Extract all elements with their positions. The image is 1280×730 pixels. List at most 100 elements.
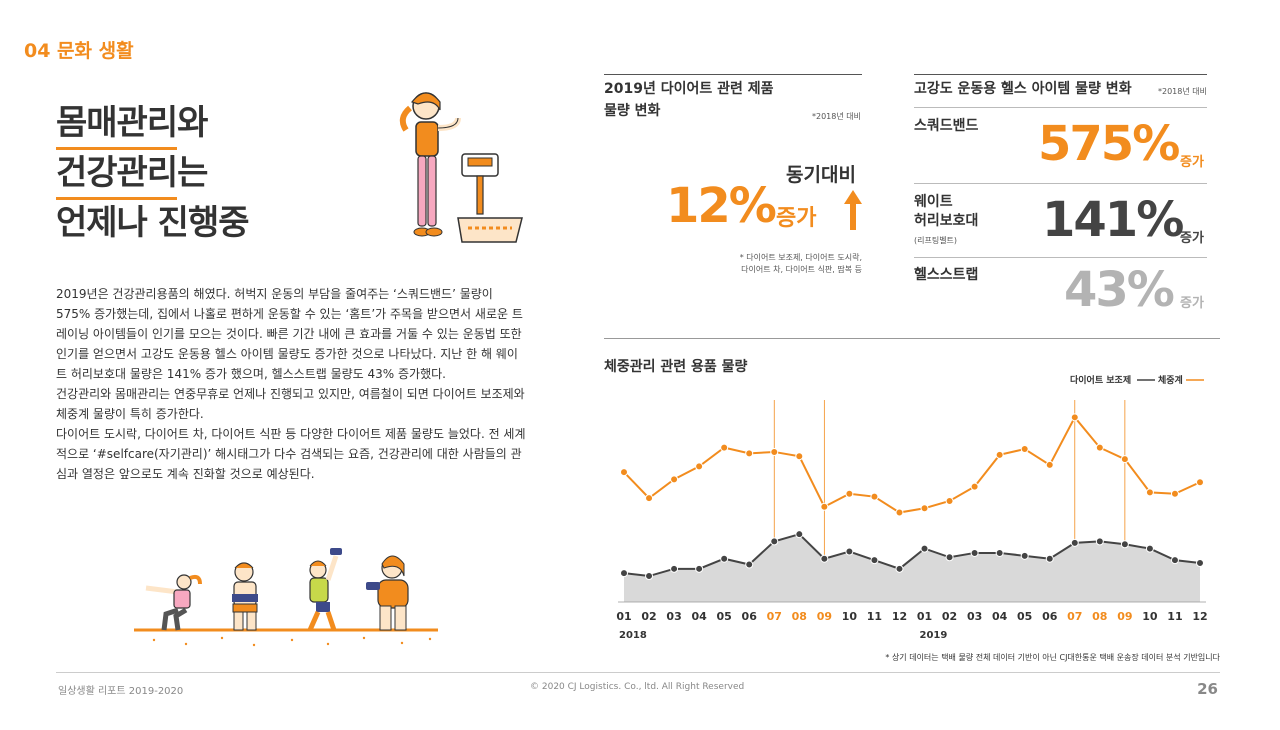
diet-panel-title-line1: 2019년 다이어트 관련 제품	[604, 81, 774, 97]
series-1-point-9	[845, 489, 854, 498]
series-0-point-4	[720, 554, 729, 563]
standing-figure-icon	[232, 562, 258, 631]
series-1-point-8	[820, 502, 829, 511]
series-1-point-21	[1145, 488, 1154, 497]
body-paragraph-3: 다이어트 도시락, 다이어트 차, 다이어트 식판 등 다양한 다이어트 제품 …	[56, 427, 526, 481]
dumbbell-figure-icon	[307, 548, 342, 632]
x-tick-label-5: 06	[742, 610, 758, 623]
x-tick-label-23: 12	[1192, 610, 1207, 623]
diet-note-line1: * 다이어트 보조제, 다이어트 도시락,	[739, 253, 862, 262]
series-0-point-22	[1170, 556, 1179, 565]
series-0-point-3	[695, 564, 704, 573]
series-1-point-20	[1120, 455, 1129, 464]
fitness-item-unit-strap: 증가	[1180, 296, 1204, 311]
series-1-point-19	[1095, 443, 1104, 452]
series-1-point-14	[970, 482, 979, 491]
series-line-1	[623, 415, 1201, 514]
series-0-point-21	[1145, 544, 1154, 553]
scale-icon	[457, 153, 523, 243]
x-tick-label-22: 11	[1167, 610, 1182, 623]
scale-illustration	[399, 92, 523, 243]
lifting-figure-icon	[366, 555, 409, 631]
headline-rest-1: 와	[177, 103, 208, 143]
diet-panel-rule	[604, 74, 862, 75]
section-label: 04 문화 생활	[24, 40, 134, 62]
series-0-point-17	[1045, 554, 1054, 563]
legend-label-scale: 체중계	[1158, 374, 1183, 386]
series-0-point-8	[820, 554, 829, 563]
series-1-point-22	[1170, 489, 1179, 498]
headline: 몸매관리와 건강관리는 언제나 진행중	[56, 98, 250, 248]
x-tick-label-9: 10	[842, 610, 858, 623]
chart-footnote: * 상기 데이터는 택배 물량 전체 데이터 기반이 아닌 CJ대한통운 택배 …	[885, 653, 1220, 662]
fitness-item-label-strap: 헬스스트랩	[914, 267, 979, 283]
fitness-item-value-squat: 575%	[1038, 116, 1180, 172]
series-1-point-13	[945, 497, 954, 505]
series-0-point-5	[745, 560, 754, 569]
diet-value: 12%	[666, 178, 777, 234]
series-0-point-7	[795, 530, 804, 539]
series-0-point-6	[770, 537, 779, 546]
diet-panel-basis: *2018년 대비	[812, 112, 861, 121]
legend-label-diet-supplement: 다이어트 보조제	[1070, 374, 1131, 386]
series-0-point-1	[645, 572, 654, 581]
fitness-item-label-waist-line1: 웨이트	[914, 194, 953, 210]
up-arrow-icon	[844, 190, 862, 230]
series-0-point-0	[620, 569, 628, 578]
series-0-point-15	[995, 548, 1004, 557]
x-tick-label-8: 09	[817, 610, 832, 623]
series-1-point-12	[920, 504, 929, 513]
series-1-point-3	[695, 462, 704, 471]
x-tick-label-1: 02	[641, 610, 656, 623]
fitness-item-label-squat: 스쿼드밴드	[914, 118, 979, 134]
headline-rest-2: 는	[177, 153, 208, 193]
headline-line-3: 언제나 진행중	[56, 203, 250, 243]
series-1-point-4	[720, 443, 729, 452]
x-tick-label-3: 04	[691, 610, 707, 623]
fitness-item-value-strap: 43%	[1064, 262, 1175, 318]
x-tick-label-20: 09	[1117, 610, 1132, 623]
fitness-item-value-waist: 141%	[1042, 192, 1184, 248]
year-label-0: 2018	[619, 630, 647, 641]
series-0-point-16	[1020, 551, 1029, 560]
diet-note-line2: 다이어트 차, 다이어트 식판, 땀복 등	[741, 265, 862, 274]
series-0-point-20	[1120, 540, 1129, 549]
chart-top-rule	[604, 338, 1220, 339]
series-1-point-23	[1196, 478, 1204, 487]
footer-left: 일상생활 리포트 2019-2020	[58, 686, 184, 697]
x-tick-label-10: 11	[867, 610, 882, 623]
series-0-point-13	[945, 553, 954, 562]
series-1-point-11	[895, 508, 904, 517]
series-0-point-10	[870, 556, 879, 565]
diet-panel-title-line2: 물량 변화	[604, 103, 661, 119]
diet-panel-note: * 다이어트 보조제, 다이어트 도시락, 다이어트 차, 다이어트 식판, 땀…	[720, 252, 862, 276]
fitness-rule-1	[914, 107, 1207, 108]
weight-chart: 01 02 03 04 05 06 07 08 09 10 11 12 01 02 03 04 05 06 07 08…	[616, 374, 1207, 641]
exercise-illustration	[134, 548, 438, 647]
yoy-label: 동기대비	[786, 164, 856, 186]
x-tick-label-15: 04	[992, 610, 1008, 623]
series-0-point-18	[1070, 538, 1079, 547]
series-1-point-17	[1045, 460, 1054, 469]
x-tick-label-16: 05	[1017, 610, 1032, 623]
series-1-point-15	[995, 450, 1004, 459]
figure-shirt-icon	[415, 121, 439, 157]
x-tick-label-18: 07	[1067, 610, 1082, 623]
fitness-rule-3	[914, 257, 1207, 258]
x-tick-label-6: 07	[767, 610, 782, 623]
series-line-0	[623, 533, 1201, 578]
headline-highlight-2: 건강관리	[56, 148, 178, 200]
body-text: 2019년은 건강관리용품의 해였다. 허벅지 운동의 부담을 줄여주는 ‘스쿼…	[56, 284, 526, 484]
series-0-point-11	[895, 564, 904, 573]
fitness-item-label-waist-line2: 허리보호대	[914, 213, 979, 229]
fitness-rule-2	[914, 183, 1207, 184]
year-label-1: 2019	[920, 630, 948, 641]
body-paragraph-1: 2019년은 건강관리용품의 해였다. 허벅지 운동의 부담을 줄여주는 ‘스쿼…	[56, 287, 523, 381]
page-number: 26	[1197, 680, 1218, 698]
series-0-point-9	[845, 547, 854, 556]
series-1-point-5	[745, 449, 754, 458]
chart-title: 체중관리 관련 용품 물량	[604, 359, 748, 375]
x-tick-label-21: 10	[1142, 610, 1158, 623]
series-1-point-0	[620, 468, 628, 477]
x-tick-label-4: 05	[717, 610, 732, 623]
